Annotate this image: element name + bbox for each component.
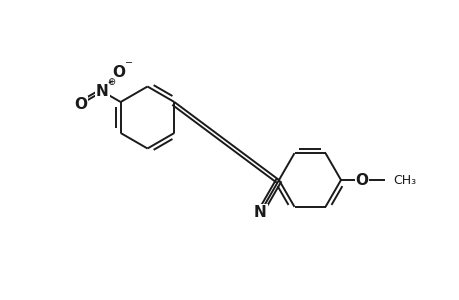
Text: N: N [253, 205, 266, 220]
Text: CH₃: CH₃ [392, 173, 416, 187]
Text: −: − [125, 58, 133, 68]
Text: O: O [355, 172, 368, 188]
Text: O: O [74, 97, 87, 112]
Text: O: O [112, 65, 125, 80]
Text: N: N [96, 84, 109, 99]
Text: ⊕: ⊕ [107, 76, 115, 86]
